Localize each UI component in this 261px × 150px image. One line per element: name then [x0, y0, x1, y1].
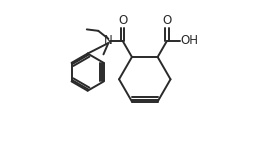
Text: O: O	[118, 14, 127, 27]
Text: O: O	[162, 14, 171, 27]
Text: N: N	[104, 34, 113, 47]
Text: OH: OH	[181, 34, 199, 47]
